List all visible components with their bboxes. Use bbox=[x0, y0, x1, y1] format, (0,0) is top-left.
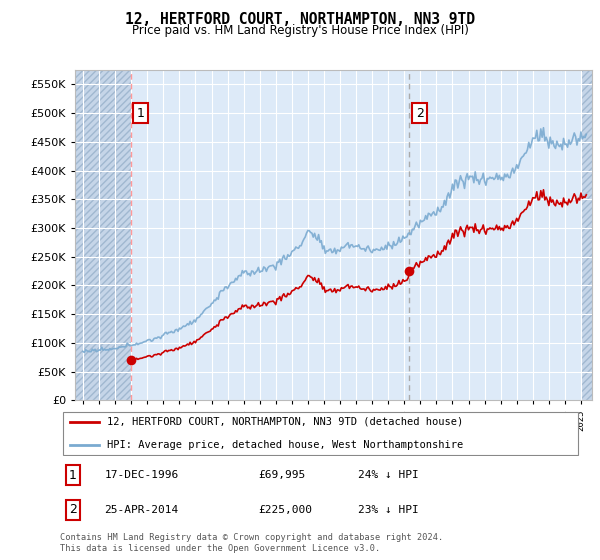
Text: HPI: Average price, detached house, West Northamptonshire: HPI: Average price, detached house, West… bbox=[107, 440, 463, 450]
Text: Contains HM Land Registry data © Crown copyright and database right 2024.
This d: Contains HM Land Registry data © Crown c… bbox=[60, 533, 443, 553]
Text: 1: 1 bbox=[137, 106, 145, 120]
Bar bbox=[75, 70, 131, 400]
Text: 17-DEC-1996: 17-DEC-1996 bbox=[104, 470, 179, 480]
Bar bbox=[582, 70, 592, 400]
Text: 23% ↓ HPI: 23% ↓ HPI bbox=[358, 505, 418, 515]
Text: £69,995: £69,995 bbox=[259, 470, 305, 480]
Bar bbox=[582, 70, 592, 400]
Text: £225,000: £225,000 bbox=[259, 505, 313, 515]
Text: 25-APR-2014: 25-APR-2014 bbox=[104, 505, 179, 515]
Text: 12, HERTFORD COURT, NORTHAMPTON, NN3 9TD (detached house): 12, HERTFORD COURT, NORTHAMPTON, NN3 9TD… bbox=[107, 417, 463, 427]
Text: 2: 2 bbox=[69, 503, 77, 516]
Bar bbox=[75, 70, 131, 400]
Text: 1: 1 bbox=[69, 469, 77, 482]
Text: 24% ↓ HPI: 24% ↓ HPI bbox=[358, 470, 418, 480]
Text: 12, HERTFORD COURT, NORTHAMPTON, NN3 9TD: 12, HERTFORD COURT, NORTHAMPTON, NN3 9TD bbox=[125, 12, 475, 27]
Text: Price paid vs. HM Land Registry's House Price Index (HPI): Price paid vs. HM Land Registry's House … bbox=[131, 24, 469, 36]
Text: 2: 2 bbox=[416, 106, 424, 120]
FancyBboxPatch shape bbox=[62, 412, 578, 455]
